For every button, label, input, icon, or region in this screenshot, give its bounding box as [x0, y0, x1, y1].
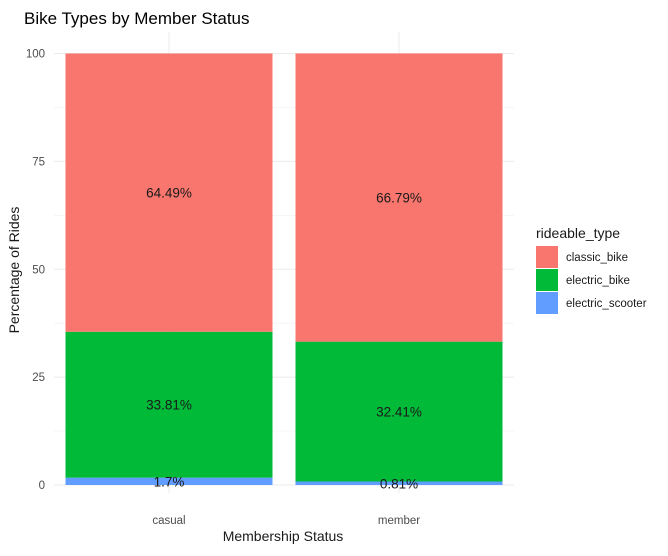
bar-segment-electric-bike: [295, 341, 503, 482]
data-label: 33.81%: [146, 398, 192, 413]
chart-title: Bike Types by Member Status: [24, 9, 250, 28]
bar-segment-electric-scooter: [295, 481, 503, 485]
y-tick-label: 0: [39, 480, 45, 492]
x-tick-label: casual: [152, 515, 185, 527]
data-label: 0.81%: [380, 476, 418, 491]
x-axis-title: Membership Status: [223, 528, 344, 544]
legend-label: electric_scooter: [566, 298, 647, 310]
x-axis: casual member: [152, 515, 420, 527]
bar-segment-electric-bike: [65, 331, 273, 478]
legend-label: electric_bike: [566, 275, 630, 287]
data-label: 1.7%: [154, 474, 185, 489]
legend-key-electric-scooter: [536, 292, 558, 314]
legend: rideable_type classic_bike electric_bikee…: [536, 225, 647, 314]
data-label: 64.49%: [146, 186, 192, 201]
y-axis-title: Percentage of Rides: [6, 207, 22, 334]
bar-segment-classic-bike: [65, 53, 273, 332]
data-label: 66.79%: [376, 191, 422, 206]
y-axis: 0 25 50 75 100: [26, 49, 45, 493]
data-labels: 1.7% 33.81% 64.49% 0.81% 32.41% 66.79%: [146, 186, 422, 492]
legend-key-electric-bike: [536, 269, 558, 291]
legend-title: rideable_type: [536, 225, 620, 241]
bars: [65, 53, 503, 485]
y-tick-label: 50: [32, 264, 45, 276]
y-tick-label: 25: [32, 372, 45, 384]
bar-segment-electric-scooter: [65, 477, 273, 485]
y-tick-label: 75: [32, 156, 45, 168]
bar-segment-classic-bike: [295, 53, 503, 342]
legend-key-classic-bike: [536, 246, 558, 268]
legend-label: classic_bike: [566, 252, 628, 264]
y-tick-label: 100: [26, 49, 45, 61]
data-label: 32.41%: [376, 405, 422, 420]
x-tick-label: member: [378, 515, 420, 527]
